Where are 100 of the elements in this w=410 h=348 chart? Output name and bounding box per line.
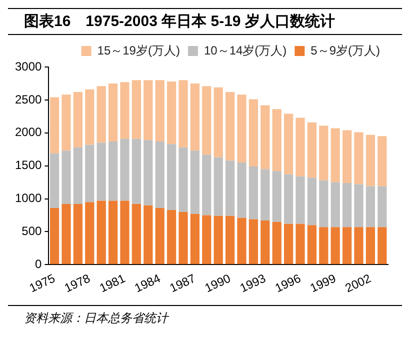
bar (225, 92, 235, 161)
bar (214, 157, 223, 216)
x-tick-label: 1990 (202, 271, 234, 296)
legend-label: 5～9岁(万人) (310, 43, 380, 58)
bar (296, 176, 305, 224)
y-tick-label: 1500 (14, 158, 42, 172)
bar (96, 142, 106, 201)
bar (190, 150, 200, 214)
bar (366, 134, 376, 186)
bar (342, 130, 352, 183)
bar (202, 215, 212, 264)
bar (202, 86, 212, 155)
bar (202, 154, 212, 216)
y-tick-label: 1000 (14, 191, 42, 206)
bar (296, 118, 305, 176)
legend-label: 15～19岁(万人) (97, 43, 180, 58)
text: 资料来源：日本总务省统计 (24, 310, 170, 327)
y-tick-label: 500 (22, 224, 42, 238)
bar (50, 153, 60, 208)
bar (307, 178, 317, 226)
bar (237, 162, 246, 218)
bar (155, 141, 164, 208)
bar (73, 92, 83, 148)
bar (237, 94, 246, 163)
bar (354, 132, 364, 184)
x-tick-label: 1993 (238, 271, 268, 296)
bar (319, 126, 328, 180)
bar (166, 144, 176, 210)
bar (190, 83, 200, 151)
bar (378, 186, 387, 228)
bar (144, 140, 153, 206)
bar (272, 109, 282, 172)
bar (166, 81, 176, 144)
bar (178, 80, 188, 148)
x-tick-label: 2002 (343, 271, 374, 296)
bar (330, 227, 340, 264)
bar (378, 227, 387, 264)
legend-label: 10～14岁(万人) (204, 43, 287, 58)
bar (330, 182, 340, 228)
bar (50, 208, 60, 264)
bar (378, 136, 387, 186)
bar (85, 144, 94, 202)
x-tick-label: 1975 (27, 271, 58, 296)
bar (155, 80, 164, 142)
bar (132, 138, 142, 204)
bar (272, 171, 282, 222)
bar (96, 200, 106, 264)
bar (62, 94, 71, 151)
bar (108, 200, 118, 264)
bar (319, 227, 328, 264)
x-tick-label: 1996 (272, 271, 304, 296)
bar (120, 138, 130, 201)
bar (144, 205, 153, 264)
bar (284, 114, 294, 174)
bar (96, 86, 106, 143)
bar (214, 87, 223, 158)
bar (342, 227, 352, 264)
bar (319, 180, 328, 228)
bar (144, 80, 153, 140)
bar (50, 97, 60, 154)
bar (330, 128, 340, 182)
bar (155, 208, 164, 264)
y-tick-label: 2000 (14, 125, 42, 140)
bar (120, 200, 130, 264)
bar (132, 204, 142, 264)
bar (85, 89, 94, 145)
bar (120, 82, 130, 139)
bar (354, 184, 364, 228)
bar (178, 147, 188, 212)
bar (342, 182, 352, 228)
bar (366, 227, 376, 264)
bar (132, 80, 142, 139)
bar (272, 222, 282, 264)
bar (307, 122, 317, 178)
bar (190, 214, 200, 264)
bar (73, 147, 83, 204)
bar (237, 218, 246, 264)
bar (284, 224, 294, 264)
bar (260, 105, 270, 170)
y-tick-label: 3000 (14, 59, 42, 74)
bar (248, 166, 258, 220)
x-tick-label: 1978 (62, 271, 93, 296)
x-tick-label: 1987 (167, 271, 198, 296)
bar (296, 224, 305, 264)
bar (260, 169, 270, 221)
bar (260, 220, 270, 264)
bar (366, 186, 376, 228)
bar (225, 216, 235, 264)
bar (354, 227, 364, 264)
bar (178, 212, 188, 264)
y-tick-label: 0 (35, 256, 42, 271)
x-tick-label: 1984 (132, 271, 163, 296)
bar (248, 99, 258, 166)
y-tick-label: 2500 (14, 92, 42, 106)
bar (225, 160, 235, 216)
x-tick-label: 1981 (97, 271, 128, 296)
bar (85, 202, 94, 264)
bar (248, 219, 258, 264)
bar (108, 83, 118, 142)
chart-title: 图表16 1975-2003 年日本 5-19 岁人口数统计 (8, 8, 402, 35)
